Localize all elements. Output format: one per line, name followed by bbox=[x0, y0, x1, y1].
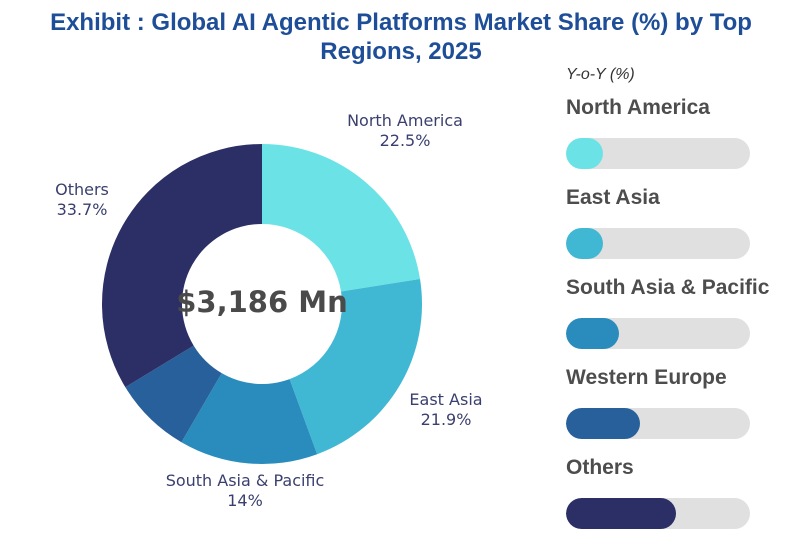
yoy-bar-track-south-asia-pacific bbox=[566, 318, 750, 349]
donut-slice-south-asia-pacific bbox=[181, 373, 318, 464]
yoy-bar-fill-others bbox=[566, 498, 676, 529]
donut-slice-north-america bbox=[262, 144, 421, 292]
yoy-label-south-asia-pacific: South Asia & Pacific bbox=[566, 276, 770, 299]
slice-value-east-asia: 21.9% bbox=[421, 410, 472, 429]
yoy-label-east-asia: East Asia bbox=[566, 186, 660, 209]
donut-center-total: $3,186 Mn bbox=[176, 285, 348, 319]
donut-slice-others bbox=[102, 144, 262, 388]
yoy-bar-fill-south-asia-pacific bbox=[566, 318, 619, 349]
yoy-bar-track-western-europe bbox=[566, 408, 750, 439]
slice-name-east-asia: East Asia bbox=[409, 390, 482, 409]
yoy-bar-track-others bbox=[566, 498, 750, 529]
slice-name-south-asia-pacific: South Asia & Pacific bbox=[166, 471, 325, 490]
yoy-label-north-america: North America bbox=[566, 96, 710, 119]
yoy-bar-track-north-america bbox=[566, 138, 750, 169]
slice-value-north-america: 22.5% bbox=[380, 131, 431, 150]
yoy-bar-track-east-asia bbox=[566, 228, 750, 259]
slice-value-others: 33.7% bbox=[57, 200, 108, 219]
yoy-label-western-europe: Western Europe bbox=[566, 366, 727, 389]
chart-title-line-2: Regions, 2025 bbox=[320, 38, 482, 65]
chart-title-line-1: Exhibit : Global AI Agentic Platforms Ma… bbox=[50, 9, 752, 36]
donut-slice-western-europe bbox=[125, 345, 222, 443]
slice-name-others: Others bbox=[55, 180, 109, 199]
slice-name-north-america: North America bbox=[347, 111, 463, 130]
slice-value-south-asia-pacific: 14% bbox=[227, 491, 263, 510]
yoy-bar-fill-north-america bbox=[566, 138, 603, 169]
yoy-header: Y-o-Y (%) bbox=[566, 66, 635, 83]
yoy-bar-fill-east-asia bbox=[566, 228, 603, 259]
yoy-label-others: Others bbox=[566, 456, 634, 479]
donut-slice-east-asia bbox=[289, 278, 422, 455]
chart-title: Exhibit : Global AI Agentic Platforms Ma… bbox=[0, 8, 802, 66]
yoy-bar-fill-western-europe bbox=[566, 408, 640, 439]
